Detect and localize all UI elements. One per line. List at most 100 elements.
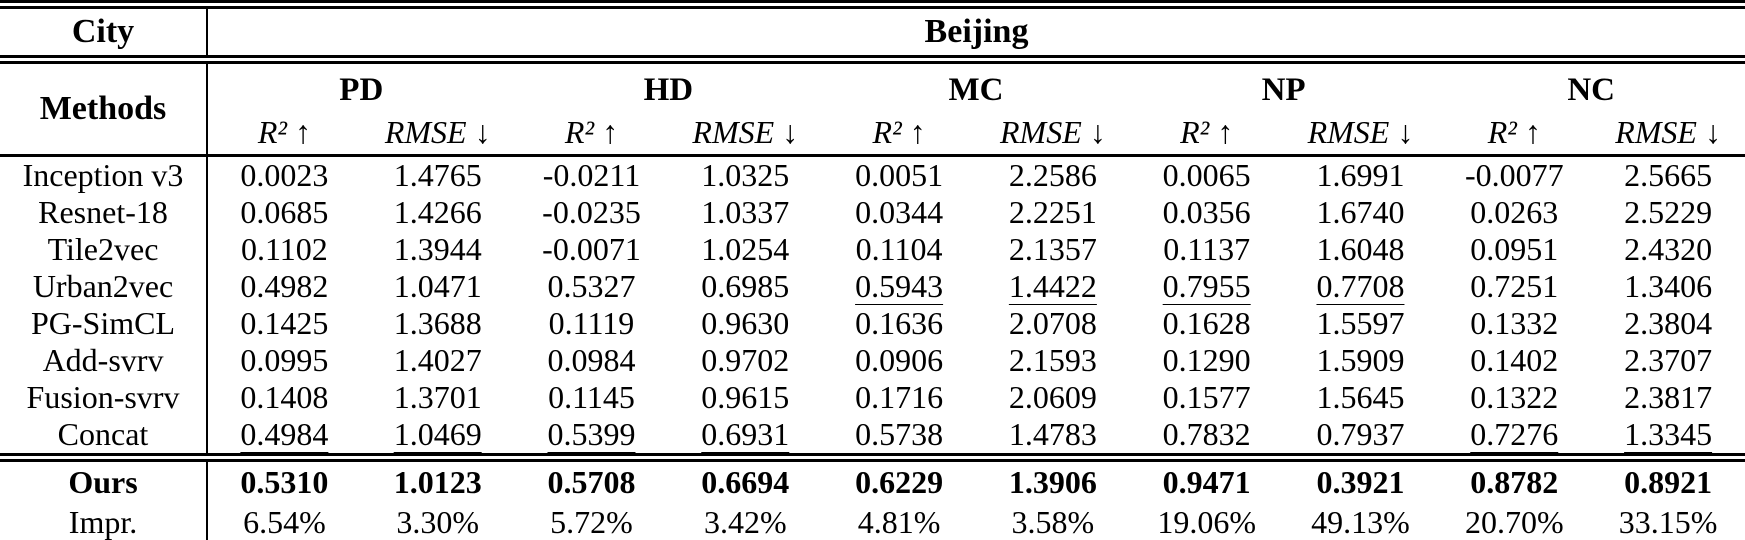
methods-label: Methods — [0, 59, 207, 157]
value-cell: 0.6985 — [668, 268, 822, 305]
table-summary: Ours 0.5310 1.0123 0.5708 0.6694 0.6229 1.3906… — [0, 457, 1745, 540]
value-text: 0.0051 — [855, 157, 944, 193]
value-text: 0.0995 — [240, 342, 329, 378]
table-row-ours: Ours 0.5310 1.0123 0.5708 0.6694 0.6229 1.3906… — [0, 457, 1745, 503]
city-row: City Beijing — [0, 4, 1745, 64]
method-name: Fusion-svrv — [26, 379, 180, 415]
table-row-concat: Concat 0.4984 1.0469 0.5399 0.6931 0.5738 1.47… — [0, 416, 1745, 462]
group-header-mc: MC — [948, 71, 1004, 108]
table-row-add-svrv: Add-svrv 0.0995 1.4027 0.0984 0.9702 0.0906 2.… — [0, 342, 1745, 379]
value-cell: 1.4266 — [361, 194, 515, 231]
table-row-urban2vec: Urban2vec 0.4982 1.0471 0.5327 0.6985 0.5943 1… — [0, 268, 1745, 305]
value-text: 0.0065 — [1162, 157, 1251, 193]
value-cell: 2.0708 — [976, 305, 1130, 342]
value-cell: 0.1636 — [822, 305, 976, 342]
value-cell: -0.0211 — [515, 156, 669, 195]
table-row-tile2vec: Tile2vec 0.1102 1.3944 -0.0071 1.0254 0.1104 2… — [0, 231, 1745, 268]
value-text: 0.3921 — [1316, 463, 1405, 500]
value-text: 1.3701 — [393, 379, 482, 415]
table-row-impr-: Impr. 6.54% 3.30% 5.72% 3.42% 4.81% 3.58% 19.06… — [0, 502, 1745, 540]
method-name: Impr. — [68, 503, 138, 540]
value-cell: 0.5708 — [515, 458, 669, 503]
value-cell: 1.0123 — [361, 458, 515, 503]
value-cell: 49.13% — [1284, 502, 1438, 540]
value-text: -0.0211 — [542, 157, 641, 193]
value-cell: 0.0344 — [822, 194, 976, 231]
metric-header-rmse-hd: RMSE ↓ — [668, 110, 823, 157]
value-cell: 20.70% — [1437, 502, 1591, 540]
value-cell: 0.6931 — [668, 416, 823, 462]
value-cell: 0.1290 — [1130, 342, 1284, 379]
value-text: 1.3944 — [393, 231, 482, 267]
value-cell: 0.1402 — [1437, 342, 1591, 379]
value-text: 1.4783 — [1008, 416, 1097, 452]
value-cell: 2.1593 — [976, 342, 1130, 379]
value-text: 0.9702 — [701, 342, 790, 378]
metric-header-r2-np: R² ↑ — [1129, 110, 1284, 157]
value-text: 2.2251 — [1008, 194, 1097, 230]
value-text: 0.1636 — [855, 305, 944, 341]
value-text: 2.5229 — [1624, 194, 1713, 230]
value-text: 0.0906 — [855, 342, 944, 378]
table-row-pg-simcl: PG-SimCL 0.1425 1.3688 0.1119 0.9630 0.1636 2.… — [0, 305, 1745, 342]
value-cell: -0.0235 — [515, 194, 669, 231]
method-name: Ours — [68, 463, 138, 500]
value-text: 0.1290 — [1162, 342, 1251, 378]
method-name: Resnet-18 — [38, 194, 168, 230]
value-cell: 1.3906 — [976, 458, 1130, 503]
value-cell: 0.0906 — [822, 342, 976, 379]
value-text: 0.0023 — [240, 157, 329, 193]
value-text: 1.5597 — [1316, 305, 1405, 341]
method-name: PG-SimCL — [30, 305, 176, 341]
value-text: 4.81% — [857, 503, 941, 540]
value-text: 1.5645 — [1316, 379, 1405, 415]
value-cell: 0.7276 — [1437, 416, 1592, 462]
method-name: Tile2vec — [47, 231, 159, 267]
value-text: 1.0337 — [701, 194, 790, 230]
value-text: 0.0344 — [855, 194, 944, 230]
value-text: 0.9471 — [1162, 463, 1251, 500]
value-cell: 1.0325 — [668, 156, 822, 195]
value-text: 1.4266 — [393, 194, 482, 230]
value-cell: 2.4320 — [1591, 231, 1745, 268]
value-text: 1.3406 — [1624, 268, 1713, 304]
value-text: 1.0123 — [393, 463, 482, 500]
value-cell: 0.9615 — [668, 379, 822, 416]
value-text: 0.7251 — [1470, 268, 1559, 304]
value-text: 1.0469 — [393, 416, 482, 452]
value-cell: 1.5645 — [1284, 379, 1438, 416]
value-text: 5.72% — [550, 503, 633, 540]
value-cell: 0.7955 — [1130, 268, 1284, 305]
value-text: 3.42% — [703, 503, 787, 540]
value-text: 0.1628 — [1162, 305, 1251, 341]
value-text: 2.0609 — [1008, 379, 1097, 415]
value-text: 0.6229 — [855, 463, 944, 500]
value-text: 0.0984 — [547, 342, 636, 378]
value-text: -0.0235 — [542, 194, 641, 230]
value-cell: 0.5310 — [206, 457, 361, 502]
value-cell: 0.9471 — [1130, 458, 1284, 503]
group-header-pd: PD — [206, 59, 515, 110]
value-cell: 0.1145 — [515, 379, 669, 416]
value-text: 0.1104 — [855, 231, 943, 267]
value-cell: 0.5327 — [515, 268, 669, 305]
value-text: 1.3906 — [1008, 463, 1097, 500]
value-cell: 2.2251 — [976, 194, 1130, 231]
value-cell: 2.2586 — [976, 156, 1130, 195]
value-cell: 0.8782 — [1437, 458, 1591, 503]
value-cell: 1.0469 — [360, 416, 515, 462]
value-text: 0.1716 — [855, 379, 944, 415]
city-label: City — [0, 4, 207, 64]
value-text: 1.0325 — [701, 157, 790, 193]
value-text: 0.5738 — [855, 416, 944, 452]
value-text: 0.5708 — [547, 463, 636, 500]
method-name: Inception v3 — [22, 157, 184, 193]
table-row-inception-v3: Inception v3 0.0023 1.4765 -0.0211 1.0325 0.0… — [0, 155, 1745, 195]
value-cell: 3.58% — [976, 502, 1130, 540]
value-text: 2.3817 — [1624, 379, 1713, 415]
value-cell: 0.1628 — [1130, 305, 1284, 342]
value-cell: 0.1332 — [1437, 305, 1591, 342]
value-cell: 0.0995 — [206, 342, 361, 379]
value-cell: 1.3944 — [361, 231, 515, 268]
value-cell: 2.3804 — [1591, 305, 1745, 342]
